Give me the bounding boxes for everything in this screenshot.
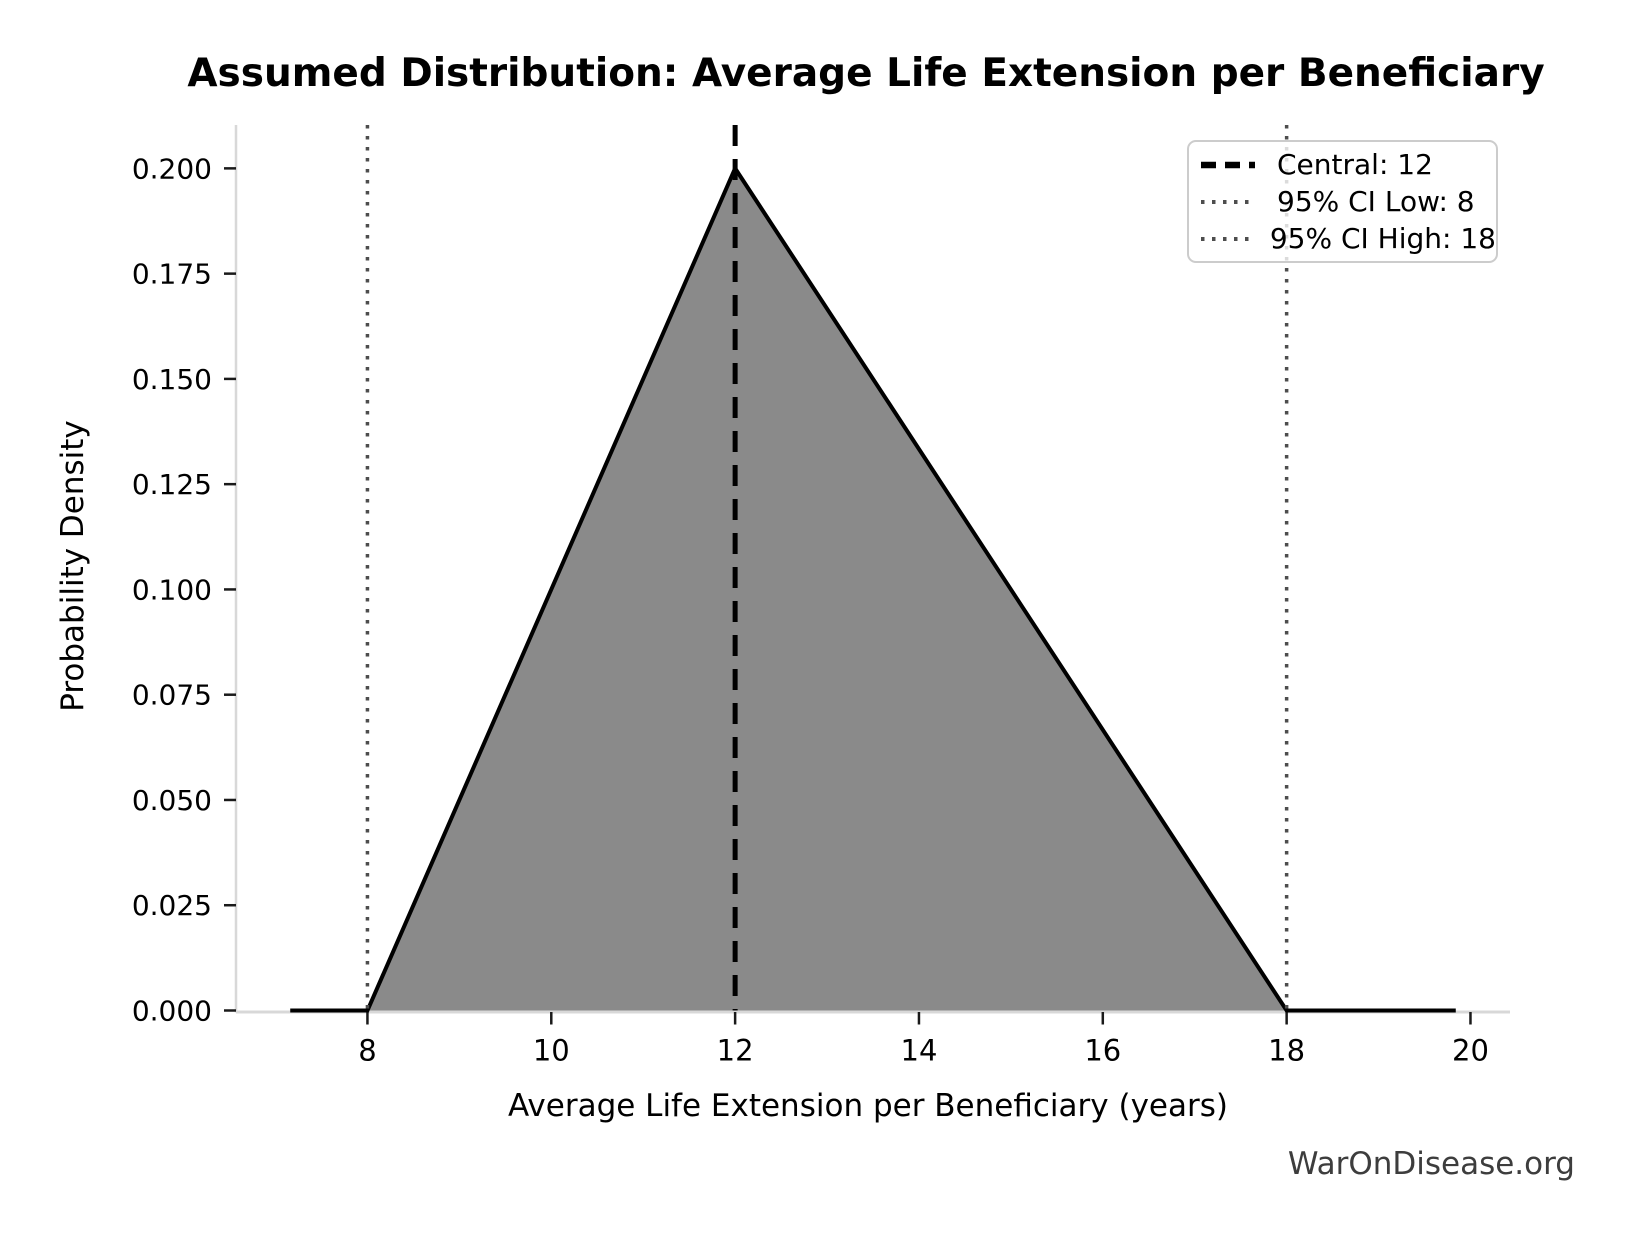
y-tick-label: 0.125: [132, 468, 212, 501]
x-tick-label: 8: [358, 1034, 376, 1068]
chart-title: Assumed Distribution: Average Life Exten…: [187, 51, 1545, 96]
y-tick-label: 0.000: [132, 995, 212, 1028]
y-tick-label: 0.200: [132, 152, 212, 185]
x-tick-label: 16: [1084, 1034, 1121, 1068]
legend-item: Central: 12: [1200, 146, 1496, 183]
x-axis-label: Average Life Extension per Beneficiary (…: [508, 1088, 1228, 1124]
dotted-line-sample-icon: [1201, 236, 1249, 241]
legend: Central: 12 95% CI Low: 8 95% CI High: 18: [1187, 140, 1498, 263]
legend-item: 95% CI High: 18: [1200, 220, 1496, 257]
y-tick-label: 0.050: [132, 784, 212, 817]
x-tick-label: 20: [1452, 1034, 1489, 1068]
dotted-line-sample-icon: [1201, 199, 1255, 204]
x-tick-label: 14: [901, 1034, 938, 1068]
legend-item-label: 95% CI Low: 8: [1277, 184, 1475, 218]
y-tick-label: 0.150: [132, 363, 212, 396]
y-tick-label: 0.025: [132, 889, 212, 922]
x-tick-label: 18: [1268, 1034, 1305, 1068]
legend-item-label: Central: 12: [1277, 147, 1433, 181]
footer-watermark: WarOnDisease.org: [1287, 1146, 1575, 1182]
dashed-line-sample-icon: [1201, 161, 1255, 168]
legend-item: 95% CI Low: 8: [1200, 183, 1496, 220]
y-tick-label: 0.175: [132, 258, 212, 291]
x-tick-label: 10: [533, 1034, 570, 1068]
x-tick-label: 12: [717, 1034, 754, 1068]
y-axis-label: Probability Density: [55, 420, 91, 712]
legend-item-label: 95% CI High: 18: [1269, 221, 1496, 255]
distribution-fill: [367, 168, 1287, 1011]
y-tick-label: 0.100: [132, 573, 212, 606]
y-tick-label: 0.075: [132, 679, 212, 712]
